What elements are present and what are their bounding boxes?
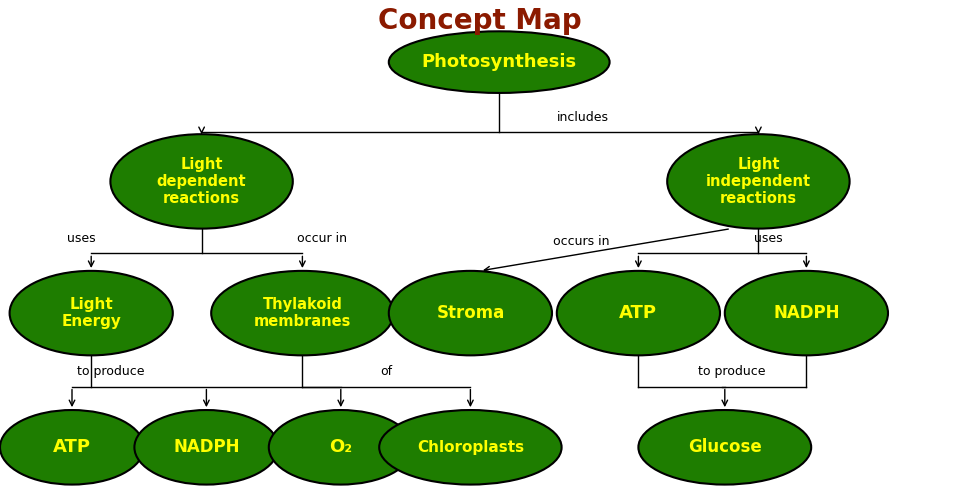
Text: Thylakoid
membranes: Thylakoid membranes (253, 297, 351, 330)
Ellipse shape (389, 271, 552, 355)
Ellipse shape (110, 134, 293, 229)
Text: occurs in: occurs in (553, 235, 609, 248)
Text: Light
Energy: Light Energy (61, 297, 121, 330)
Ellipse shape (10, 271, 173, 355)
Ellipse shape (389, 31, 610, 93)
Ellipse shape (0, 410, 144, 485)
Text: includes: includes (557, 111, 609, 124)
Ellipse shape (269, 410, 413, 485)
Ellipse shape (725, 271, 888, 355)
Text: O₂: O₂ (329, 438, 352, 456)
Text: occur in: occur in (297, 232, 347, 245)
Text: ATP: ATP (619, 304, 658, 322)
Text: Light
independent
reactions: Light independent reactions (706, 157, 811, 206)
Ellipse shape (211, 271, 394, 355)
Ellipse shape (557, 271, 720, 355)
Ellipse shape (638, 410, 811, 485)
Text: uses: uses (754, 232, 782, 245)
Text: Glucose: Glucose (688, 438, 761, 456)
Text: Photosynthesis: Photosynthesis (421, 53, 577, 71)
Text: to produce: to produce (698, 365, 766, 378)
Text: of: of (380, 365, 393, 378)
Text: to produce: to produce (77, 365, 144, 378)
Text: NADPH: NADPH (773, 304, 840, 322)
Ellipse shape (667, 134, 850, 229)
Ellipse shape (134, 410, 278, 485)
Text: uses: uses (67, 232, 96, 245)
Text: ATP: ATP (53, 438, 91, 456)
Text: NADPH: NADPH (173, 438, 240, 456)
Text: Chloroplasts: Chloroplasts (417, 440, 524, 455)
Ellipse shape (379, 410, 562, 485)
Text: Concept Map: Concept Map (378, 7, 582, 35)
Text: Light
dependent
reactions: Light dependent reactions (156, 157, 247, 206)
Text: Stroma: Stroma (436, 304, 505, 322)
